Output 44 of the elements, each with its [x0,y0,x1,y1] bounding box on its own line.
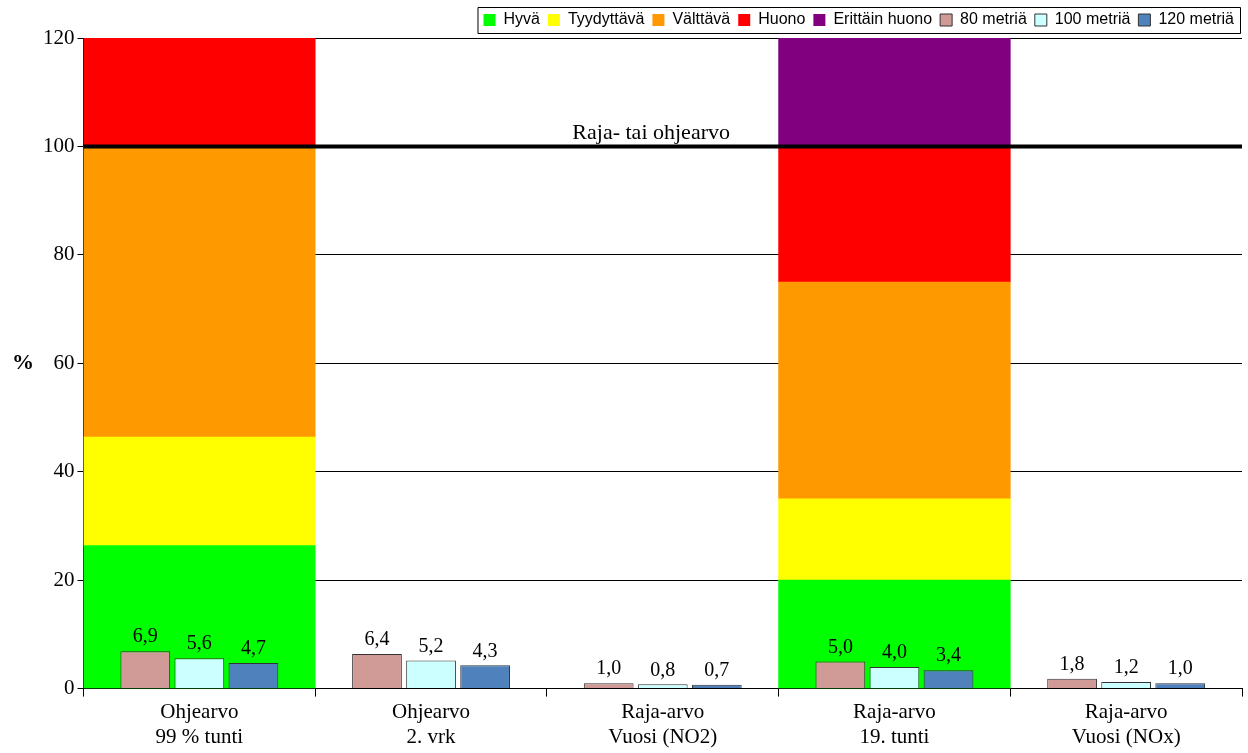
bar [83,436,316,546]
x-tick-label: Raja-arvo 19. tunti [853,698,936,748]
data-label: 1,8 [1059,652,1085,675]
data-label: 0,8 [650,657,676,680]
y-tick-label: 0 [64,675,75,700]
y-tick-label: 20 [53,566,75,591]
data-label: 5,0 [827,634,853,657]
x-tick-label: Raja-arvo Vuosi (NO2) [608,698,718,748]
bar [778,38,1011,147]
x-tick-label: Raja-arvo Vuosi (NOx) [1071,698,1181,748]
y-tick-label: 80 [53,241,75,266]
data-label: 3,4 [936,643,962,666]
data-label: 6,9 [132,624,158,647]
legend-label: Tyydyttävä [567,10,645,28]
y-tick-label: 100 [43,132,75,157]
legend-label: Erittäin huono [833,10,933,28]
legend-label: 100 metriä [1054,10,1131,28]
data-label: 4,3 [472,638,498,661]
bar [778,146,1011,283]
ref-line-label: Raja- tai ohjearvo [572,119,730,145]
bar [83,146,316,438]
data-label: 4,7 [240,636,266,659]
data-label: 5,2 [418,633,444,656]
data-label: 6,4 [364,627,390,650]
data-label: 5,6 [186,631,212,654]
y-tick-label: 120 [43,24,75,49]
y-tick-label: 40 [53,458,75,483]
x-tick-label: Ohjearvo 2. vrk [391,698,471,748]
y-tick-label: 60 [53,349,75,374]
bar [83,38,316,147]
legend-label: Huono [758,10,806,28]
data-label: 4,0 [881,640,907,663]
legend-label: Hyvä [503,10,541,28]
y-axis-title: % [12,348,34,374]
bar [778,281,1011,500]
data-label: 0,7 [704,658,730,681]
x-tick-label: Ohjearvo 99 % tunti [155,698,244,748]
data-label: 1,2 [1113,655,1139,678]
legend-label: Välttävä [672,10,731,28]
legend-label: 80 metriä [960,10,1027,28]
bar [778,498,1011,581]
legend-label: 120 metriä [1158,10,1235,28]
data-label: 1,0 [596,656,622,679]
data-label: 1,0 [1167,656,1193,679]
